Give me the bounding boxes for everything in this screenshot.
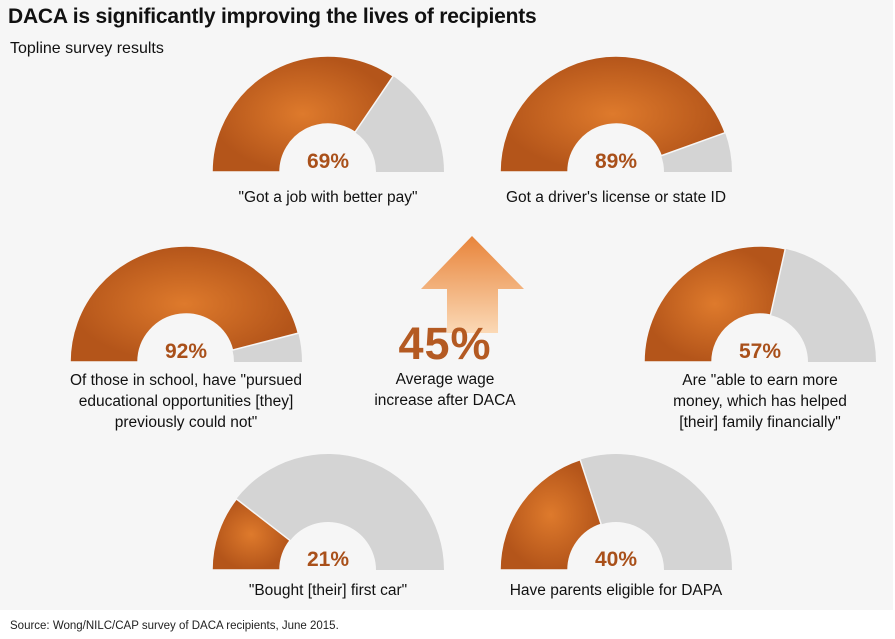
gauge-value-label: 69%: [307, 150, 349, 173]
gauge-value-label: 57%: [739, 340, 781, 363]
gauge-remaining-arc: [770, 248, 876, 362]
source-note: Source: Wong/NILC/CAP survey of DACA rec…: [10, 620, 339, 632]
gauge-drivers-license: 89%: [499, 55, 732, 173]
caption-line: Average wage: [395, 371, 495, 388]
gauge-value-arc: [69, 245, 300, 363]
page-title: DACA is significantly improving the live…: [8, 5, 537, 28]
subtitle: Topline survey results: [10, 40, 164, 57]
up-arrow-icon: [421, 236, 524, 333]
gauge-value-arc: [643, 245, 787, 363]
gauge-value-arc: [499, 458, 603, 571]
caption-line: previously could not": [114, 414, 258, 431]
gauge-value-arc: [499, 55, 727, 173]
gauge-caption-better-pay: "Got a job with better pay": [238, 189, 418, 206]
wage-increase-caption: Average wage increase after DACA: [345, 369, 545, 411]
caption-line: [their] family financially": [679, 414, 841, 431]
gauge-caption-education: Of those in school, have "pursued educat…: [26, 370, 346, 433]
gauge-value-label: 40%: [595, 548, 637, 571]
caption-line: increase after DACA: [374, 392, 516, 409]
caption-line: money, which has helped: [673, 393, 847, 410]
gauge-value-arc: [211, 497, 292, 571]
gauge-value-label: 89%: [595, 150, 637, 173]
gauge-remaining-arc: [580, 454, 732, 570]
caption-line: Are "able to earn more: [682, 372, 838, 389]
gauge-first-car: 21%: [211, 454, 444, 571]
gauge-value-label: 21%: [307, 548, 349, 571]
wage-increase-value: 45%: [398, 318, 492, 369]
gauge-education: 92%: [69, 245, 302, 363]
caption-line: Of those in school, have "pursued: [69, 372, 303, 389]
gauge-value-arc: [211, 55, 395, 173]
gauge-remaining-arc: [661, 132, 732, 172]
gauge-caption-drivers-license: Got a driver's license or state ID: [505, 189, 727, 206]
gauge-dapa: 40%: [499, 454, 732, 571]
gauge-remaining-arc: [232, 333, 302, 362]
gauge-caption-dapa: Have parents eligible for DAPA: [509, 582, 723, 599]
gauge-earn-more: 57%: [643, 245, 876, 363]
gauge-remaining-arc: [236, 454, 444, 570]
gauge-caption-earn-more: Are "able to earn more money, which has …: [600, 370, 895, 433]
gauge-caption-first-car: "Bought [their] first car": [248, 582, 408, 599]
gauge-value-label: 92%: [165, 340, 207, 363]
gauge-better-pay: 69%: [211, 55, 444, 173]
caption-line: educational opportunities [they]: [78, 393, 294, 410]
